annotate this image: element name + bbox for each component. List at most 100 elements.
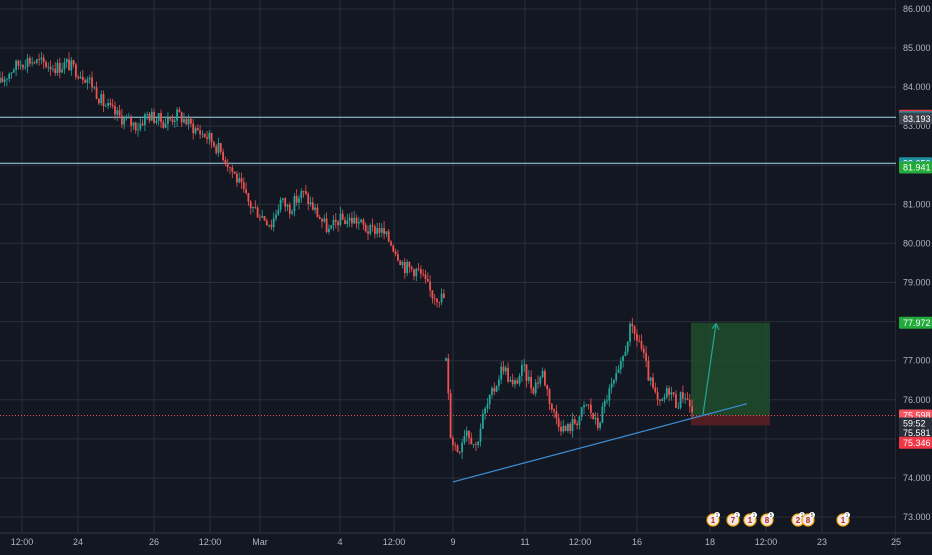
projection-arrow[interactable]	[702, 323, 717, 415]
time-tick-label: 9	[450, 537, 455, 547]
candle	[33, 60, 36, 65]
event-label: 1	[711, 516, 716, 525]
candle	[638, 335, 641, 343]
candle	[40, 52, 43, 65]
candle	[339, 206, 342, 227]
candle	[86, 76, 89, 90]
candle	[675, 390, 677, 409]
candle	[98, 98, 100, 106]
candle	[636, 329, 638, 347]
event-marker[interactable]: 85	[760, 512, 774, 527]
candle	[141, 119, 144, 127]
event-count-badge	[809, 512, 815, 518]
event-marker[interactable]: 11	[743, 512, 757, 527]
candle	[146, 111, 149, 120]
candle	[291, 209, 293, 216]
candle	[619, 357, 622, 375]
candle	[626, 341, 629, 355]
candle	[231, 164, 234, 179]
candle	[472, 443, 475, 449]
candle	[75, 62, 77, 80]
price-tag: 81.941	[899, 161, 932, 174]
candle	[477, 440, 480, 449]
candle	[613, 378, 615, 387]
candle	[236, 171, 238, 187]
candle	[217, 137, 220, 157]
candle	[127, 112, 130, 119]
drawing-tools[interactable]	[452, 322, 748, 483]
candle	[203, 133, 206, 138]
event-label: 1	[748, 516, 753, 525]
event-marker[interactable]: 85	[801, 512, 815, 527]
candle	[399, 259, 402, 266]
candle	[491, 386, 493, 399]
price-tick-label: 85.000	[903, 43, 931, 53]
time-tick-label: 12:00	[569, 537, 592, 547]
candle	[95, 81, 98, 100]
candle	[259, 214, 261, 222]
candle	[3, 76, 6, 87]
candle	[29, 55, 31, 67]
candle	[431, 290, 434, 304]
event-marker[interactable]: 71	[726, 512, 740, 527]
time-tick-label: 25	[891, 537, 901, 547]
event-count-badge	[734, 512, 740, 518]
candle	[330, 224, 333, 230]
candle	[539, 375, 542, 388]
candle	[401, 260, 404, 269]
candle	[394, 248, 397, 257]
candle	[670, 386, 673, 401]
candle	[17, 59, 20, 70]
candle	[560, 421, 562, 436]
time-tick-label: 26	[149, 537, 159, 547]
candle	[180, 111, 183, 128]
candle	[58, 57, 61, 79]
candle	[544, 368, 546, 387]
candle	[458, 451, 461, 455]
candle	[420, 265, 422, 279]
trend-line[interactable]	[452, 403, 748, 483]
candle	[282, 197, 284, 203]
candle	[77, 74, 80, 80]
candle	[656, 387, 659, 406]
candle	[45, 60, 47, 69]
candle	[642, 344, 645, 359]
candle	[65, 57, 68, 68]
candle	[481, 409, 484, 429]
time-tick-label: 18	[705, 537, 715, 547]
candle	[376, 222, 379, 238]
candle	[249, 200, 252, 215]
candle	[81, 70, 84, 85]
event-count-badge	[844, 512, 850, 518]
candle	[463, 429, 466, 445]
candle	[454, 441, 457, 451]
candle	[527, 370, 530, 384]
candle	[594, 412, 597, 425]
candle	[309, 196, 312, 207]
candle	[537, 375, 539, 389]
event-marker[interactable]: 11	[706, 512, 720, 527]
candle	[88, 74, 91, 84]
time-axis[interactable]: 12:00 24 26 12:00 Mar 4 12:00 9 11 12:00 16 18 12:00…	[0, 532, 932, 547]
candle	[224, 156, 227, 167]
candle	[532, 386, 535, 396]
event-label: 8	[765, 516, 770, 525]
price-axis[interactable]: 86.00085.00084.00083.00082.00081.00080.0…	[896, 0, 932, 550]
candle	[351, 211, 353, 228]
event-count: 1	[801, 513, 804, 519]
candle	[410, 265, 413, 273]
candle	[691, 399, 693, 418]
stop-loss-zone[interactable]	[691, 415, 770, 426]
price-tag-label: 75.346	[903, 438, 931, 448]
candle	[139, 116, 142, 132]
event-marker[interactable]: 11	[836, 512, 850, 527]
candle	[417, 262, 420, 272]
candle	[530, 370, 532, 394]
time-tick-label: 4	[337, 537, 342, 547]
candle	[486, 397, 489, 413]
profit-target-zone[interactable]	[691, 322, 770, 416]
candle	[360, 218, 362, 223]
